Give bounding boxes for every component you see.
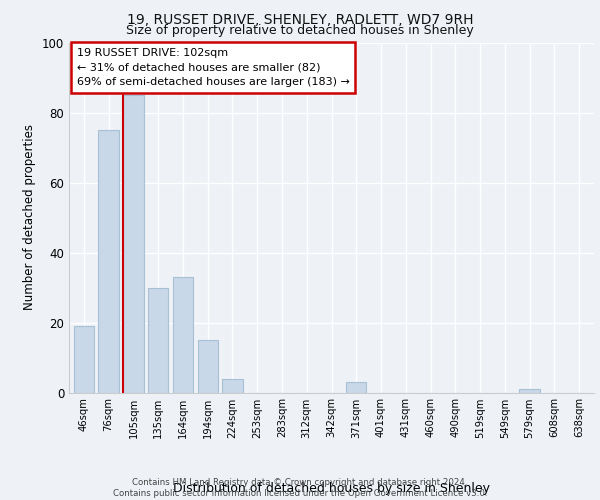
Text: 19, RUSSET DRIVE, SHENLEY, RADLETT, WD7 9RH: 19, RUSSET DRIVE, SHENLEY, RADLETT, WD7 … (127, 12, 473, 26)
Bar (173, 277, 193, 392)
Y-axis label: Number of detached properties: Number of detached properties (23, 124, 37, 310)
Bar (197, 340, 218, 392)
Bar (148, 288, 169, 393)
Text: 19 RUSSET DRIVE: 102sqm
← 31% of detached houses are smaller (82)
69% of semi-de: 19 RUSSET DRIVE: 102sqm ← 31% of detache… (77, 48, 350, 88)
Text: Contains HM Land Registry data © Crown copyright and database right 2024.
Contai: Contains HM Land Registry data © Crown c… (113, 478, 487, 498)
Bar (346, 382, 367, 392)
Bar (98, 130, 119, 392)
Bar (222, 378, 242, 392)
Bar (520, 389, 540, 392)
X-axis label: Distribution of detached houses by size in Shenley: Distribution of detached houses by size … (173, 482, 490, 495)
Text: Size of property relative to detached houses in Shenley: Size of property relative to detached ho… (126, 24, 474, 37)
Bar (123, 95, 143, 392)
Bar (74, 326, 94, 392)
